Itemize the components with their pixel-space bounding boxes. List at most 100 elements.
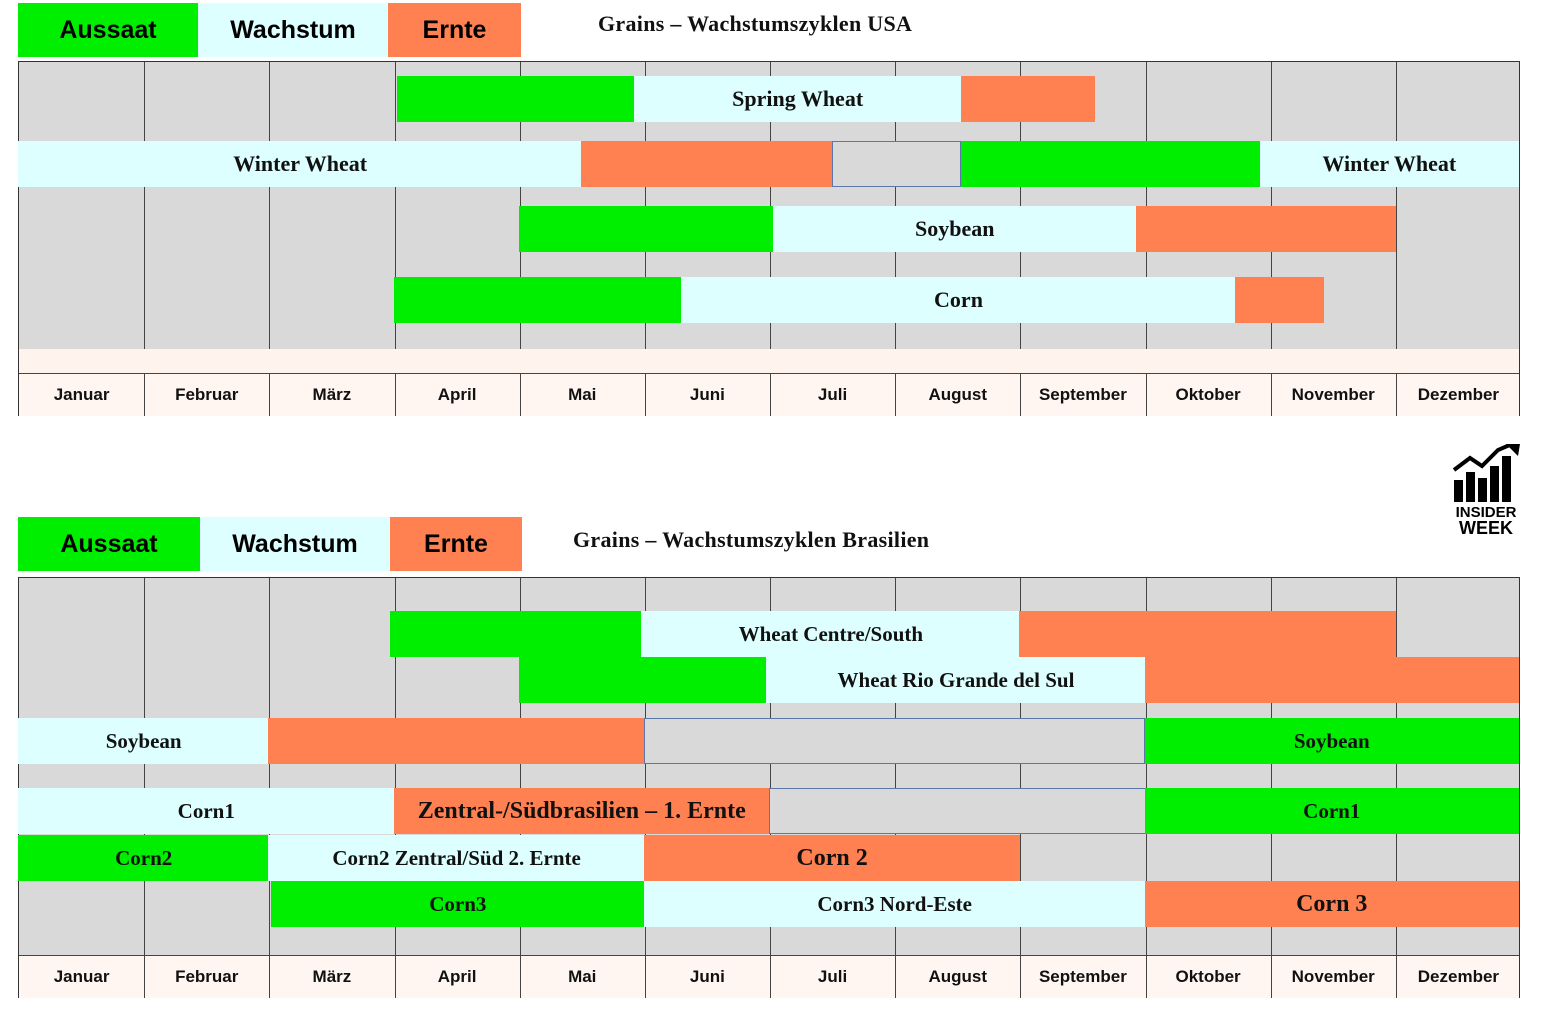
- bar-sowing: [960, 141, 1261, 187]
- legend-harvest: Ernte: [388, 3, 521, 57]
- month-label: November: [1291, 967, 1375, 986]
- month-divider: [1020, 374, 1022, 416]
- rising-chart-icon: [1452, 444, 1520, 502]
- bar-gap: [831, 141, 962, 187]
- legend-growth-2: Wachstum: [200, 517, 390, 571]
- month-label: Juni: [689, 385, 725, 404]
- bar-sowing: Corn2: [18, 835, 270, 881]
- month-divider: [1020, 578, 1022, 997]
- month-divider: [895, 374, 897, 416]
- month-label: Februar: [175, 967, 239, 986]
- month-label: November: [1291, 385, 1375, 404]
- month-divider: [1270, 578, 1272, 997]
- month-divider: [1395, 374, 1397, 416]
- brazil-chart-title: Grains – Wachstumszyklen Brasilien: [573, 527, 930, 552]
- bar-sowing: [518, 206, 774, 252]
- month-divider: [1270, 956, 1272, 998]
- bar-gap: [643, 718, 1146, 764]
- bar-harvest: [1135, 206, 1396, 252]
- bar-growth: Wheat Centre/South: [641, 611, 1021, 657]
- bar-gap: [769, 788, 1146, 834]
- bar-sowing: [518, 657, 768, 703]
- month-divider: [1395, 62, 1397, 415]
- month-divider: [394, 956, 396, 998]
- month-divider: [1270, 374, 1272, 416]
- bar-sowing: [393, 277, 683, 323]
- bar-growth: Wheat Rio Grande del Sul: [766, 657, 1146, 703]
- month-divider: [519, 578, 521, 997]
- bar-sowing: Corn3: [270, 881, 645, 927]
- bar-sowing: Corn1: [1144, 788, 1519, 834]
- month-label: Dezember: [1417, 967, 1500, 986]
- spacer-band: [19, 349, 1519, 373]
- month-divider: [269, 578, 271, 997]
- month-divider: [519, 374, 521, 416]
- month-divider: [144, 374, 146, 416]
- bar-harvest: Zentral-/Südbrasilien – 1. Ernte: [393, 788, 770, 834]
- month-divider: [1145, 956, 1147, 998]
- month-label: Mai: [568, 385, 597, 404]
- month-divider: [394, 374, 396, 416]
- month-label: Juli: [817, 967, 848, 986]
- brazil-gantt-grid: Januar Februar März April Mai Juni Juli August S…: [18, 577, 1520, 998]
- month-divider: [644, 956, 646, 998]
- bar-growth: Winter Wheat: [1259, 141, 1519, 187]
- month-label: September: [1038, 385, 1127, 404]
- month-label: Mai: [568, 967, 597, 986]
- bar-harvest: [1234, 277, 1325, 323]
- month-label: August: [928, 385, 987, 404]
- month-divider: [895, 956, 897, 998]
- bar-harvest: [581, 141, 833, 187]
- month-divider: [394, 578, 396, 997]
- logo-line1: INSIDER: [1455, 504, 1517, 521]
- month-label: September: [1038, 967, 1127, 986]
- month-divider: [269, 956, 271, 998]
- month-divider: [895, 578, 897, 997]
- legend-sowing-2: Aussaat: [18, 517, 200, 571]
- bar-growth: Spring Wheat: [633, 76, 962, 122]
- bar-growth: Winter Wheat: [18, 141, 583, 187]
- bar-sowing: Soybean: [1144, 718, 1519, 764]
- month-label: August: [928, 967, 987, 986]
- months-row: Januar Februar März April Mai Juni Juli August S…: [19, 373, 1519, 416]
- month-label: Juli: [817, 385, 848, 404]
- bar-harvest: [268, 718, 645, 764]
- month-label: Februar: [175, 385, 239, 404]
- bar-sowing: [389, 611, 643, 657]
- bar-growth: Corn2 Zentral/Süd 2. Ernte: [268, 835, 645, 881]
- month-label: April: [437, 967, 477, 986]
- bar-growth: Soybean: [18, 718, 270, 764]
- month-label: Juni: [689, 967, 725, 986]
- month-divider: [644, 578, 646, 997]
- bar-harvest: Corn 3: [1144, 881, 1519, 927]
- month-label: März: [312, 967, 352, 986]
- legend-harvest-2: Ernte: [390, 517, 522, 571]
- legend-growth: Wachstum: [198, 3, 388, 57]
- usa-gantt-grid: Januar Februar März April Mai Juni Juli August S…: [18, 61, 1520, 416]
- month-label: März: [312, 385, 352, 404]
- bar-harvest: [960, 76, 1096, 122]
- month-label: Januar: [53, 967, 110, 986]
- bar-harvest: [1144, 657, 1519, 703]
- bar-growth: Corn1: [18, 788, 395, 834]
- month-divider: [1145, 578, 1147, 997]
- month-label: April: [437, 385, 477, 404]
- month-label: Januar: [53, 385, 110, 404]
- month-divider: [770, 374, 771, 416]
- month-divider: [644, 374, 646, 416]
- month-divider: [770, 956, 771, 998]
- month-divider: [269, 62, 271, 415]
- bar-harvest: Corn 2: [643, 835, 1021, 881]
- month-divider: [1020, 956, 1022, 998]
- logo-line2: WEEK: [1459, 518, 1513, 538]
- usa-chart-title: Grains – Wachstumszyklen USA: [598, 11, 913, 36]
- month-divider: [1145, 374, 1147, 416]
- months-row: Januar Februar März April Mai Juni Juli August S…: [19, 955, 1519, 998]
- legend-sowing: Aussaat: [18, 3, 198, 57]
- month-label: Oktober: [1175, 385, 1241, 404]
- bar-growth: Corn: [681, 277, 1236, 323]
- month-divider: [1395, 578, 1397, 997]
- insider-week-logo: INSIDER WEEK: [1452, 444, 1522, 538]
- month-divider: [144, 62, 146, 415]
- month-divider: [519, 956, 521, 998]
